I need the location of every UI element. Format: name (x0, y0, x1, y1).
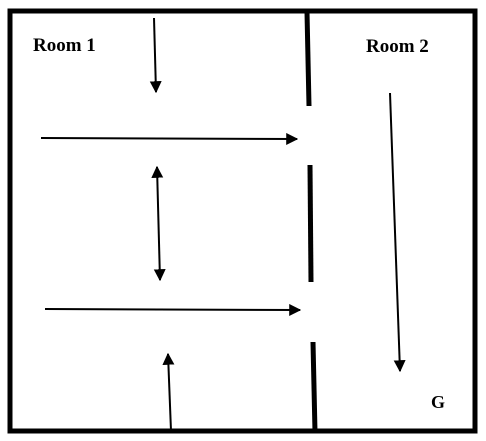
room1-label: Room 1 (33, 35, 96, 56)
right-arrow-upper-doorway (40, 132, 299, 145)
outer-border (7, 8, 478, 434)
down-arrow-room2-to-goal (389, 92, 406, 373)
goal-label: G (431, 392, 446, 412)
double-arrow-room1 (151, 165, 166, 282)
right-arrow-lower-doorway (44, 303, 302, 316)
wall-segment-middle (307, 164, 314, 283)
down-arrow-room1 (149, 17, 162, 94)
wall-segment-top (304, 11, 312, 107)
up-arrow-room1 (162, 352, 175, 432)
room2-label: Room 2 (366, 36, 429, 57)
wall-segment-bottom (310, 341, 318, 433)
